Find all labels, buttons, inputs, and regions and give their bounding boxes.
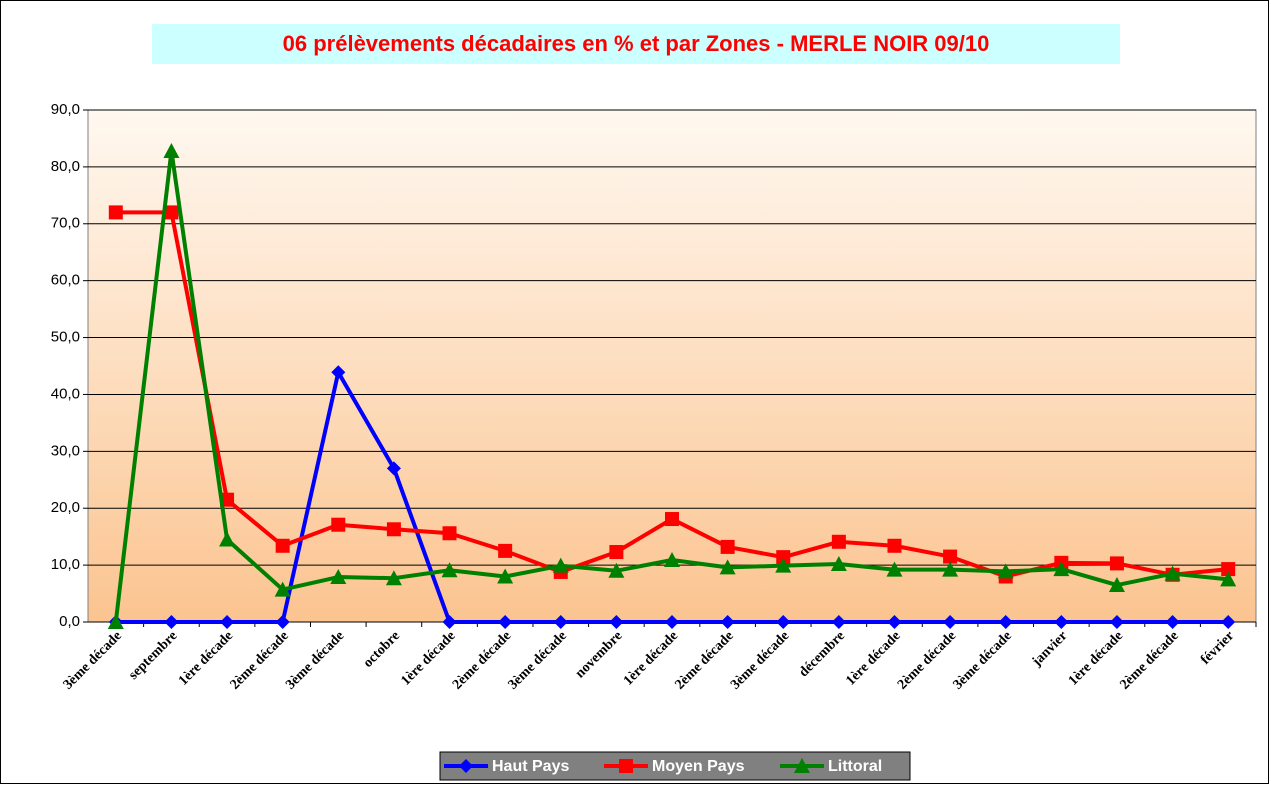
marker [794, 758, 810, 773]
chart-title: 06 prélèvements décadaires en % et par Z… [283, 31, 990, 56]
y-tick-label: 10,0 [51, 556, 80, 573]
marker [943, 615, 958, 629]
marker [441, 562, 458, 578]
y-tick-label: 20,0 [51, 499, 80, 516]
marker [220, 615, 235, 629]
marker [330, 569, 347, 585]
marker [887, 538, 902, 553]
marker [720, 615, 735, 629]
y-tick-label: 80,0 [51, 158, 80, 175]
marker [664, 551, 680, 567]
marker [1054, 615, 1069, 629]
marker [720, 539, 735, 554]
marker [386, 461, 401, 476]
marker [498, 543, 513, 558]
legend-label: Littoral [828, 758, 882, 775]
marker [719, 559, 736, 575]
y-tick-label: 40,0 [51, 385, 80, 402]
marker [1164, 565, 1181, 581]
marker [997, 563, 1014, 579]
marker [331, 517, 346, 532]
marker [497, 568, 514, 584]
marker [164, 205, 179, 220]
marker [776, 615, 791, 629]
marker [1220, 571, 1237, 587]
marker [608, 562, 625, 578]
title-box [152, 24, 1120, 64]
marker [943, 549, 958, 564]
marker [1109, 615, 1124, 629]
marker [831, 615, 846, 629]
marker [442, 526, 457, 541]
marker [552, 557, 569, 573]
marker [219, 531, 236, 547]
marker [1109, 556, 1124, 571]
marker [275, 615, 290, 629]
y-tick-label: 60,0 [51, 272, 80, 289]
marker [107, 614, 124, 629]
y-tick-label: 30,0 [51, 442, 80, 459]
marker [619, 759, 633, 773]
marker [665, 512, 679, 527]
marker [609, 545, 624, 560]
y-tick-label: 90,0 [51, 101, 80, 118]
y-tick-label: 50,0 [51, 329, 80, 346]
marker [274, 581, 291, 597]
y-tick-label: 70,0 [51, 215, 80, 232]
marker [164, 615, 179, 629]
marker [1108, 577, 1125, 593]
legend-box [439, 751, 911, 781]
marker [108, 205, 123, 220]
marker [776, 550, 791, 565]
marker [1221, 562, 1236, 577]
marker [331, 365, 346, 380]
marker [1053, 561, 1070, 577]
legend-label: Haut Pays [492, 758, 569, 775]
plot-area [87, 109, 1257, 623]
marker [942, 561, 959, 577]
marker [1221, 615, 1236, 629]
legend: Haut Pays Moyen Pays Littoral [439, 751, 911, 781]
marker [459, 759, 473, 773]
marker [665, 615, 679, 629]
marker [163, 142, 180, 158]
marker [887, 615, 902, 629]
marker [385, 570, 402, 586]
marker [886, 561, 903, 577]
marker [1165, 615, 1180, 629]
marker [386, 522, 401, 537]
marker [609, 615, 624, 629]
marker [998, 615, 1013, 629]
marker [553, 615, 568, 629]
marker [498, 615, 513, 629]
y-tick-label: 0,0 [59, 613, 80, 630]
marker [775, 557, 792, 573]
legend-label: Moyen Pays [652, 758, 745, 775]
marker [442, 615, 457, 629]
marker [275, 538, 290, 553]
marker [830, 555, 847, 571]
marker [831, 534, 846, 549]
